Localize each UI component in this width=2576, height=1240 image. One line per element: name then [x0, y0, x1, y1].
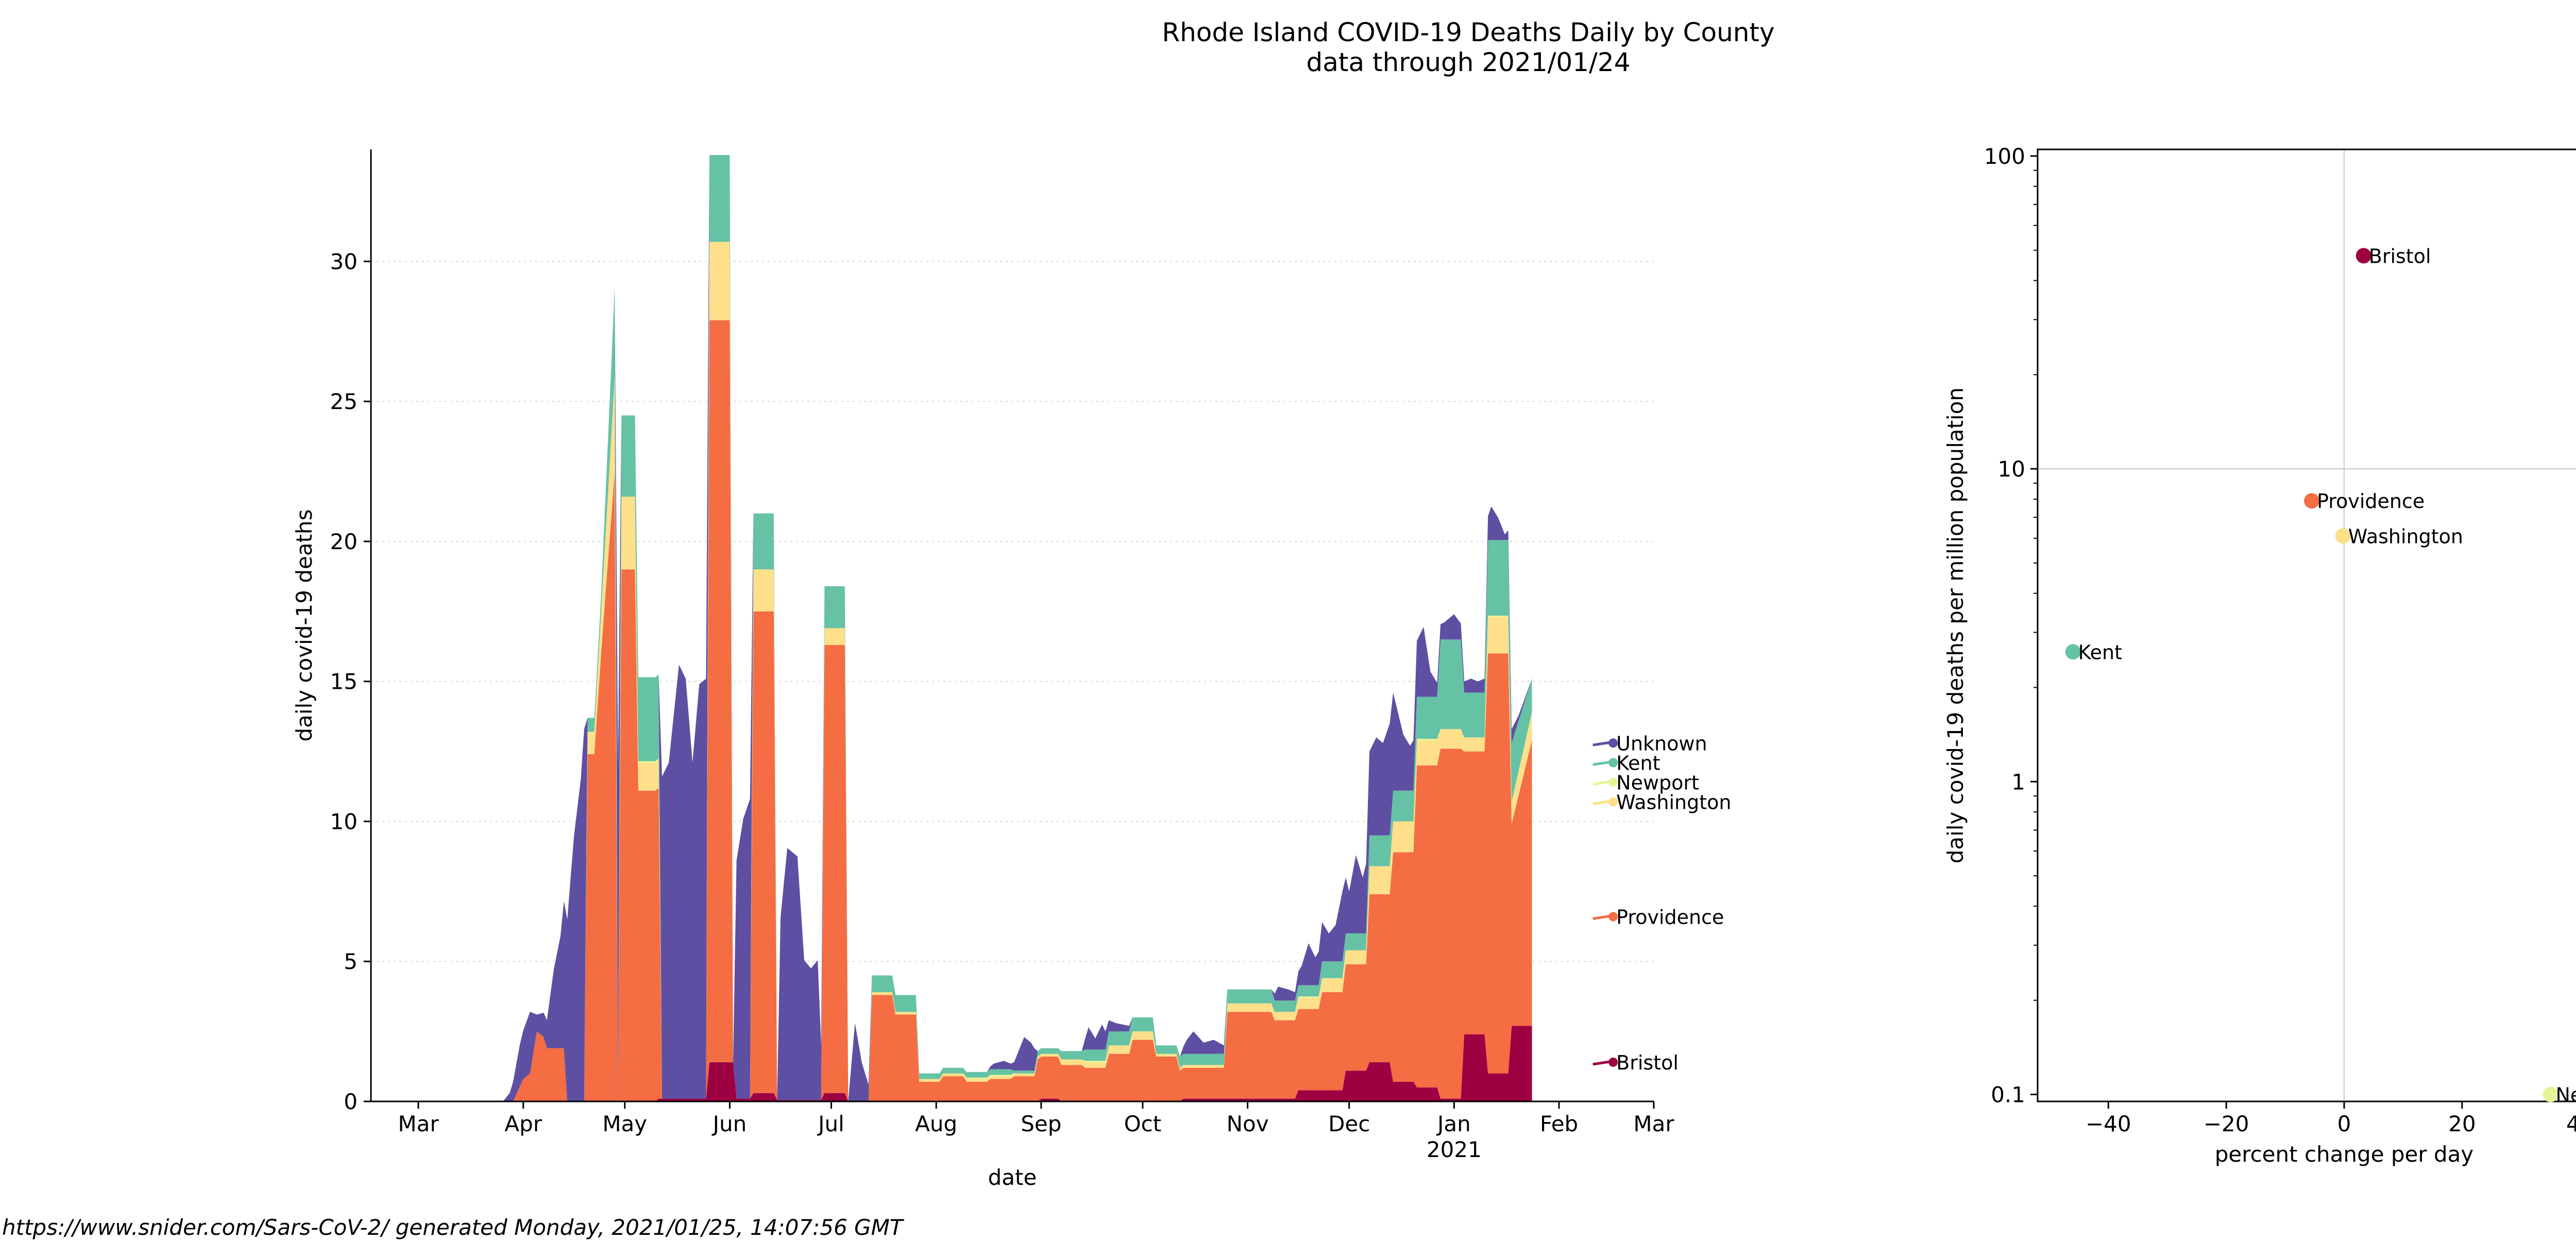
footer-credit: https://www.snider.com/Sars-CoV-2/ gener…	[2, 1215, 903, 1240]
scatter-chart: −40 −20 0 20 40 0.1 1 10 100 percent change per d…	[1943, 144, 2576, 1167]
x-axis-label: date	[988, 1165, 1037, 1190]
scatter-y-tick-label: 1	[2011, 769, 2025, 794]
scatter-y-tick-label: 0.1	[1991, 1082, 2025, 1107]
scatter-y-tick-label: 100	[1984, 144, 2025, 169]
legend-marker-unknown	[1608, 738, 1618, 748]
scatter-point-label-providence: Providence	[2317, 490, 2425, 513]
x-tick-label: Mar	[1633, 1111, 1674, 1136]
y-tick-label: 30	[330, 249, 358, 274]
scatter-point-label-washington: Washington	[2348, 525, 2463, 548]
scatter-frame	[2037, 148, 2576, 1102]
y-tick-label: 10	[330, 809, 358, 834]
y-tick-label: 15	[330, 669, 358, 694]
x-tick-label: Jun	[711, 1111, 747, 1136]
y-tick-label: 0	[344, 1089, 358, 1114]
scatter-x-tick-label: −40	[2086, 1111, 2131, 1136]
scatter-point-label-newport: Newport	[2555, 1083, 2576, 1106]
x-tick-label: Sep	[1021, 1111, 1061, 1136]
scatter-x-tick-label: −20	[2204, 1111, 2249, 1136]
area-series-unknown	[371, 155, 1532, 1101]
y-tick-label: 25	[330, 389, 358, 414]
scatter-point-label-kent: Kent	[2078, 641, 2122, 664]
x-tick-label: Aug	[915, 1111, 957, 1136]
legend-marker-providence	[1608, 912, 1618, 922]
scatter-y-tick-label: 10	[1998, 456, 2025, 482]
legend-label-washington: Washington	[1616, 791, 1731, 813]
scatter-point-newport	[2543, 1086, 2558, 1102]
y-tick-label: 20	[330, 529, 358, 554]
x-tick-label: May	[602, 1111, 647, 1136]
legend-label-bristol: Bristol	[1616, 1051, 1679, 1074]
scatter-point-washington	[2335, 528, 2351, 544]
scatter-point-providence	[2304, 493, 2320, 509]
scatter-point-label-bristol: Bristol	[2369, 245, 2431, 267]
x-tick-label: Nov	[1227, 1111, 1269, 1136]
legend-label-unknown: Unknown	[1616, 732, 1707, 755]
scatter-y-axis-label: daily covid-19 deaths per million popula…	[1943, 387, 1968, 863]
scatter-point-bristol	[2355, 248, 2371, 264]
area-chart: 0 5 10 15 20 25 30 Mar Apr May Jun Jul Aug Sep Oct Nov D…	[292, 149, 1731, 1190]
figure-subtitle: data through 2021/01/24	[1306, 47, 1630, 77]
x-tick-label: Dec	[1328, 1111, 1370, 1136]
x-year-label: 2021	[1427, 1137, 1482, 1162]
figure-title: Rhode Island COVID-19 Deaths Daily by Co…	[1162, 18, 1774, 47]
y-tick-label: 5	[344, 949, 358, 974]
legend-label-kent: Kent	[1616, 752, 1660, 774]
legend-marker-kent	[1608, 758, 1618, 768]
x-tick-label: Feb	[1540, 1111, 1578, 1136]
x-tick-label: Mar	[398, 1111, 439, 1136]
x-tick-label: Jan	[1436, 1111, 1471, 1136]
legend-label-providence: Providence	[1616, 906, 1724, 928]
area-series-providence	[371, 320, 1532, 1101]
x-tick-label: Apr	[504, 1111, 542, 1136]
legend-marker-newport	[1608, 777, 1618, 787]
scatter-x-tick-label: 0	[2337, 1111, 2351, 1136]
legend-label-newport: Newport	[1616, 771, 1699, 794]
scatter-x-tick-label: 20	[2448, 1111, 2476, 1136]
legend-marker-bristol	[1608, 1057, 1618, 1067]
x-tick-label: Oct	[1124, 1111, 1162, 1136]
area-series-bristol	[371, 1026, 1532, 1101]
scatter-x-axis-label: percent change per day	[2215, 1142, 2474, 1167]
legend-marker-washington	[1608, 797, 1618, 807]
scatter-point-kent	[2065, 644, 2081, 660]
y-axis-label: daily covid-19 deaths	[292, 509, 317, 741]
scatter-x-tick-label: 40	[2566, 1111, 2576, 1136]
x-tick-label: Jul	[817, 1111, 844, 1136]
